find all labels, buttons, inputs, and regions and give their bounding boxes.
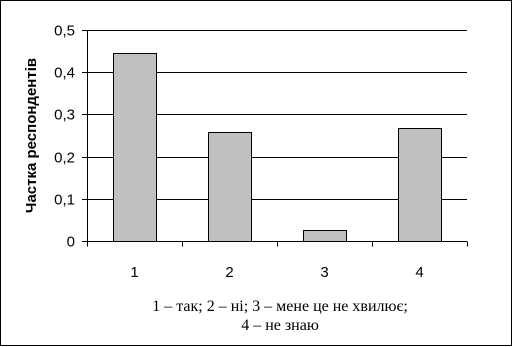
- y-axis-label: Частка респондентів: [23, 58, 40, 213]
- bar-1: [113, 53, 157, 242]
- y-tick-label: 0,1: [54, 192, 75, 209]
- x-tick-label: 2: [225, 264, 233, 281]
- axes: [82, 30, 468, 247]
- bar-3: [303, 230, 347, 242]
- tick-labels: 0 0,1 0,2 0,3 0,4 0,5 1 2 3 4: [54, 23, 424, 282]
- bar-2: [208, 132, 252, 242]
- y-tick-label: 0,2: [54, 150, 75, 167]
- x-axis-label-line-1: 1 – так; 2 – ні; 3 – мене це не хвилює;: [152, 298, 408, 315]
- bar-4: [398, 128, 442, 242]
- y-tick-label: 0,3: [54, 107, 75, 124]
- x-axis-label-line-2: 4 – не знаю: [241, 317, 319, 334]
- x-tick-label: 4: [415, 264, 423, 281]
- x-tick-label: 3: [320, 264, 328, 281]
- y-tick-label: 0,4: [54, 65, 75, 82]
- y-tick-label: 0,5: [54, 23, 75, 40]
- x-tick-label: 1: [130, 264, 138, 281]
- y-tick-label: 0: [67, 234, 75, 251]
- bars: [113, 53, 442, 242]
